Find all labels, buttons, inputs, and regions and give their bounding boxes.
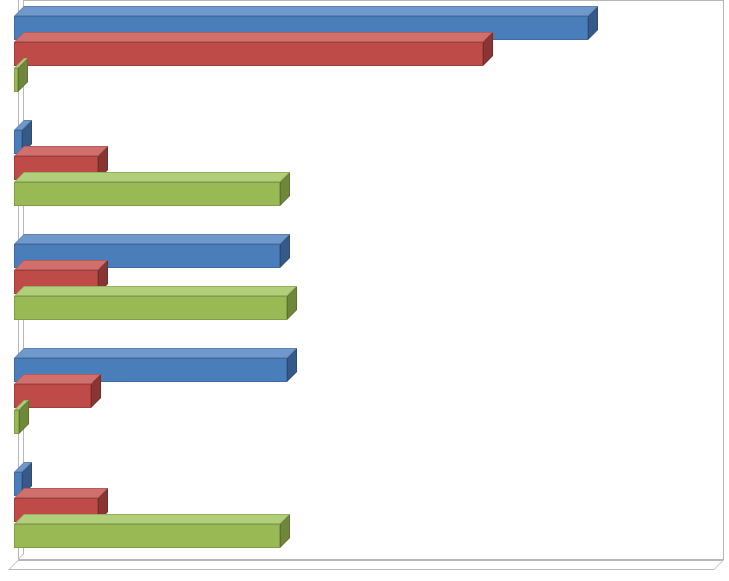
- bar-top: [14, 488, 108, 498]
- axis-back-wall: [18, 0, 724, 560]
- bar-top: [14, 514, 290, 524]
- bar-top: [14, 6, 598, 16]
- axis-bottom-face: [8, 560, 724, 570]
- bar-top: [14, 172, 290, 182]
- bar-C: [14, 524, 280, 548]
- bar-top: [14, 374, 101, 384]
- bar-top: [14, 146, 108, 156]
- bar-B: [14, 42, 483, 66]
- bar-C: [14, 68, 18, 92]
- bar-top: [14, 286, 297, 296]
- bar-top: [14, 348, 297, 358]
- bar-top: [14, 32, 493, 42]
- bar-C: [14, 296, 287, 320]
- bar-C: [14, 182, 280, 206]
- bar-top: [14, 234, 290, 244]
- bar-top: [14, 260, 108, 270]
- bar-C: [14, 410, 19, 434]
- grouped-3d-bar-chart: [8, 0, 724, 570]
